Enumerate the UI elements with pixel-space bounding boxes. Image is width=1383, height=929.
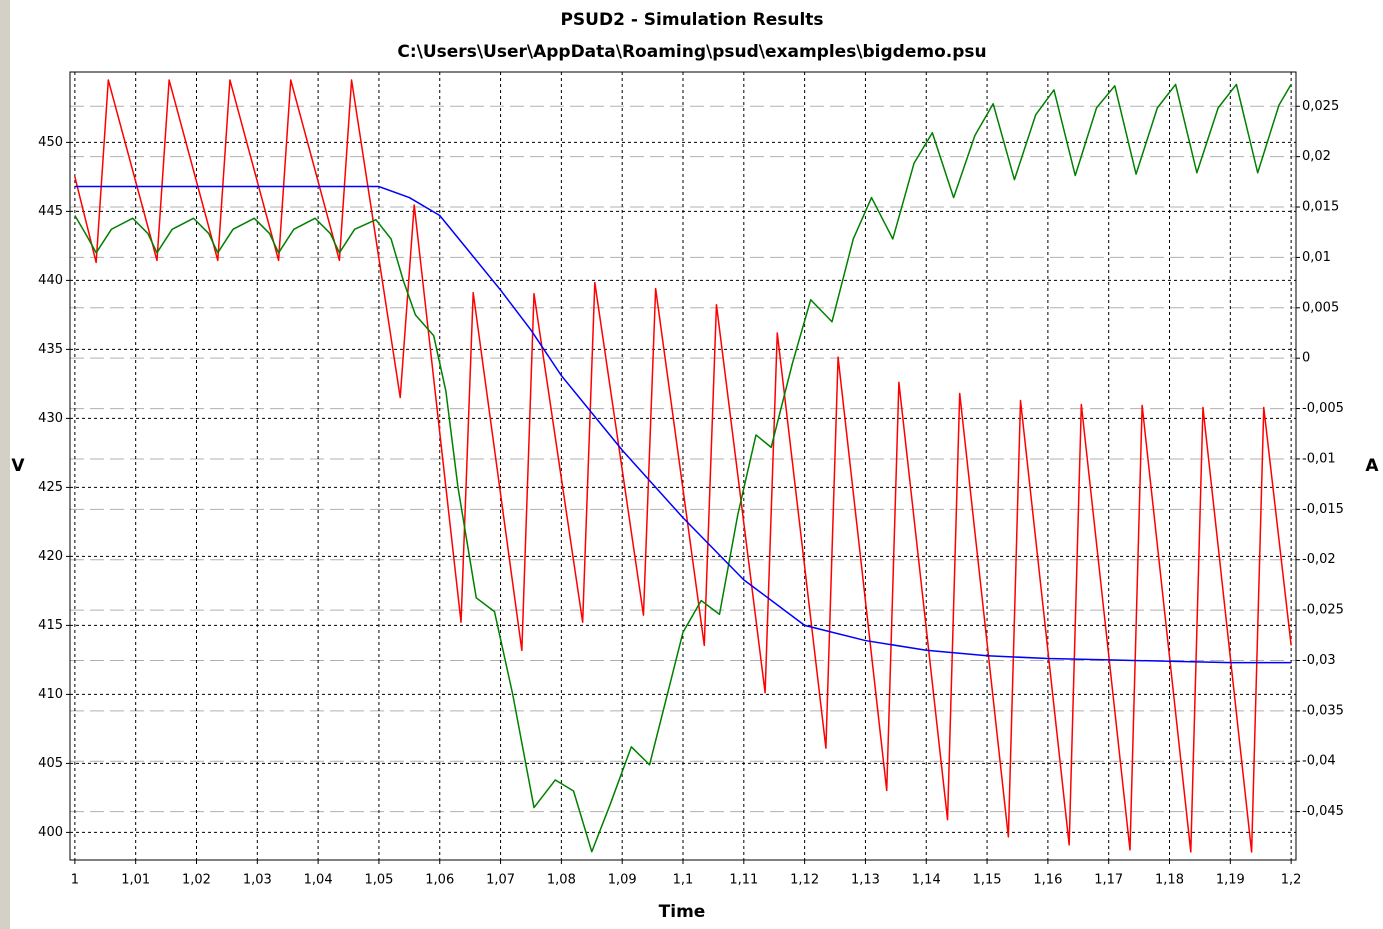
- y-tick-label: 445: [38, 204, 63, 219]
- y-tick-label: 440: [38, 273, 63, 288]
- x-tick-label: 1,03: [243, 873, 272, 888]
- x-tick-label: 1,1: [673, 873, 694, 888]
- x-tick-label: 1,07: [486, 873, 515, 888]
- y2-tick-label: -0,03: [1302, 653, 1336, 668]
- y2-tick-label: -0,045: [1302, 804, 1344, 819]
- x-tick-label: 1: [71, 873, 79, 888]
- y-tick-label: 425: [38, 480, 63, 495]
- y2-tick-label: -0,025: [1302, 603, 1344, 618]
- y-tick-label: 415: [38, 618, 63, 633]
- x-tick-label: 1,04: [304, 873, 333, 888]
- x-tick-label: 1,16: [1033, 873, 1062, 888]
- y2-tick-label: 0,005: [1302, 300, 1339, 315]
- y2-tick-label: -0,035: [1302, 703, 1344, 718]
- y2-tick-label: -0,015: [1302, 502, 1344, 517]
- x-tick-label: 1,08: [547, 873, 576, 888]
- y2-tick-label: 0,015: [1302, 200, 1339, 215]
- window-edge: [0, 0, 10, 929]
- x-tick-label: 1,19: [1216, 873, 1245, 888]
- series-line: [74, 185, 1292, 664]
- x-tick-label: 1,01: [121, 873, 150, 888]
- y-tick-label: 410: [38, 687, 63, 702]
- x-tick-label: 1,11: [729, 873, 758, 888]
- chart-subtitle: C:\Users\User\AppData\Roaming\psud\examp…: [397, 42, 986, 62]
- y2-axis-label: A: [1365, 456, 1379, 476]
- y2-tick-label: -0,04: [1302, 754, 1336, 769]
- x-tick-label: 1,05: [364, 873, 393, 888]
- x-tick-label: 1,2: [1281, 873, 1302, 888]
- series-line: [74, 79, 1292, 853]
- x-tick-label: 1,15: [973, 873, 1002, 888]
- y-tick-label: 430: [38, 411, 63, 426]
- x-tick-label: 1,09: [608, 873, 637, 888]
- x-tick-label: 1,14: [912, 873, 941, 888]
- x-tick-label: 1,17: [1094, 873, 1123, 888]
- plot-frame: [69, 71, 1297, 861]
- x-axis-label: Time: [659, 902, 706, 922]
- y2-tick-label: -0,02: [1302, 552, 1336, 567]
- x-tick-label: 1,13: [851, 873, 880, 888]
- series-line: [74, 83, 1292, 853]
- y-tick-label: 400: [38, 825, 63, 840]
- y2-tick-label: -0,01: [1302, 451, 1336, 466]
- y2-tick-label: 0: [1302, 351, 1310, 366]
- y-tick-label: 405: [38, 756, 63, 771]
- x-tick-label: 1,06: [425, 873, 454, 888]
- y2-tick-label: -0,005: [1302, 401, 1344, 416]
- y2-tick-label: 0,01: [1302, 250, 1331, 265]
- y-axis-label: V: [11, 456, 25, 476]
- y-tick-label: 420: [38, 549, 63, 564]
- y-tick-label: 435: [38, 342, 63, 357]
- x-tick-label: 1,18: [1155, 873, 1184, 888]
- y-tick-label: 450: [38, 135, 63, 150]
- y2-tick-label: 0,025: [1302, 99, 1339, 114]
- x-tick-label: 1,12: [790, 873, 819, 888]
- chart-title: PSUD2 - Simulation Results: [560, 10, 823, 30]
- x-tick-label: 1,02: [182, 873, 211, 888]
- y2-tick-label: 0,02: [1302, 149, 1331, 164]
